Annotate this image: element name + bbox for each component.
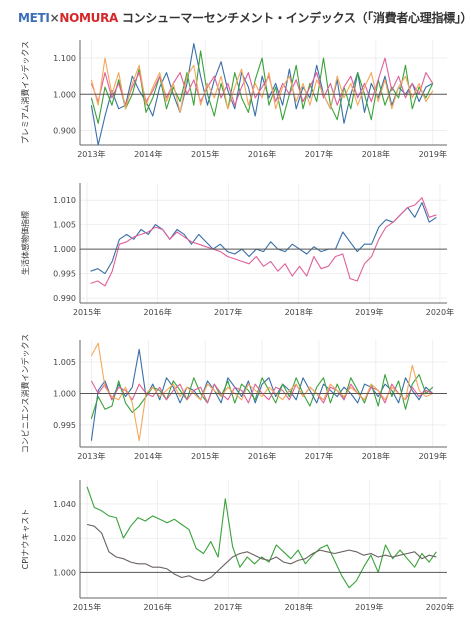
title-separator: × <box>49 11 60 25</box>
x-tick-label: 2020年 <box>426 307 454 317</box>
series-line <box>90 202 437 275</box>
y-tick-label: 0.995 <box>53 421 76 430</box>
y-axis-label: 生活体感物価指標 <box>20 211 30 275</box>
series-line <box>86 523 437 582</box>
x-tick-label: 2016年 <box>143 307 171 317</box>
x-tick-label: 2015年 <box>73 307 101 317</box>
y-tick-label: 0.995 <box>53 270 76 279</box>
x-tick-label: 2016年 <box>143 602 171 612</box>
x-tick-label: 2017年 <box>305 451 333 461</box>
y-tick-label: 1.020 <box>53 534 76 543</box>
y-tick-label: 0.990 <box>53 294 76 303</box>
x-tick-label: 2018年 <box>285 602 313 612</box>
series-line <box>90 342 434 442</box>
x-tick-label: 2016年 <box>248 451 276 461</box>
x-tick-label: 2018年 <box>285 307 313 317</box>
x-tick-label: 2014年 <box>134 149 162 159</box>
x-tick-label: 2019年 <box>355 307 383 317</box>
x-tick-label: 2019年 <box>419 149 447 159</box>
y-tick-label: 1.040 <box>53 500 76 509</box>
y-tick-label: 1.100 <box>53 54 76 63</box>
title-text: コンシューマーセンチメント・インデックス（「消費者心理指標」） <box>118 11 471 25</box>
x-tick-label: 2017年 <box>214 307 242 317</box>
x-tick-label: 2017年 <box>305 149 333 159</box>
y-tick-label: 1.000 <box>53 390 76 399</box>
y-axis-label: プレミアム消費インデックス <box>20 41 30 144</box>
x-tick-label: 2015年 <box>73 602 101 612</box>
series-line <box>90 57 434 113</box>
title-nomura: NOMURA <box>59 11 119 25</box>
series-line <box>90 197 437 287</box>
x-tick-label: 2015年 <box>191 149 219 159</box>
x-tick-label: 2018年 <box>362 451 390 461</box>
x-tick-label: 2014年 <box>134 451 162 461</box>
x-tick-label: 2015年 <box>191 451 219 461</box>
y-tick-label: 1.005 <box>53 221 76 230</box>
x-tick-label: 2019年 <box>419 451 447 461</box>
x-tick-label: 2013年 <box>77 149 105 159</box>
page-title: METI×NOMURA コンシューマーセンチメント・インデックス（「消費者心理指… <box>18 9 471 26</box>
x-tick-label: 2013年 <box>77 451 105 461</box>
x-tick-label: 2019年 <box>355 602 383 612</box>
y-tick-label: 1.005 <box>53 358 76 367</box>
title-meti: METI <box>18 11 50 25</box>
x-tick-label: 2016年 <box>248 149 276 159</box>
y-tick-label: 1.010 <box>53 196 76 205</box>
y-tick-label: 1.000 <box>53 245 76 254</box>
y-tick-label: 1.000 <box>53 568 76 577</box>
y-axis-label: コンビニエンス消費インデックス <box>20 334 30 454</box>
y-axis-label: CPIナウキャスト <box>21 509 30 570</box>
x-tick-label: 2017年 <box>214 602 242 612</box>
x-tick-label: 2018年 <box>362 149 390 159</box>
y-tick-label: 1.000 <box>53 90 76 99</box>
y-tick-label: 0.900 <box>53 127 76 136</box>
x-tick-label: 2020年 <box>426 602 454 612</box>
